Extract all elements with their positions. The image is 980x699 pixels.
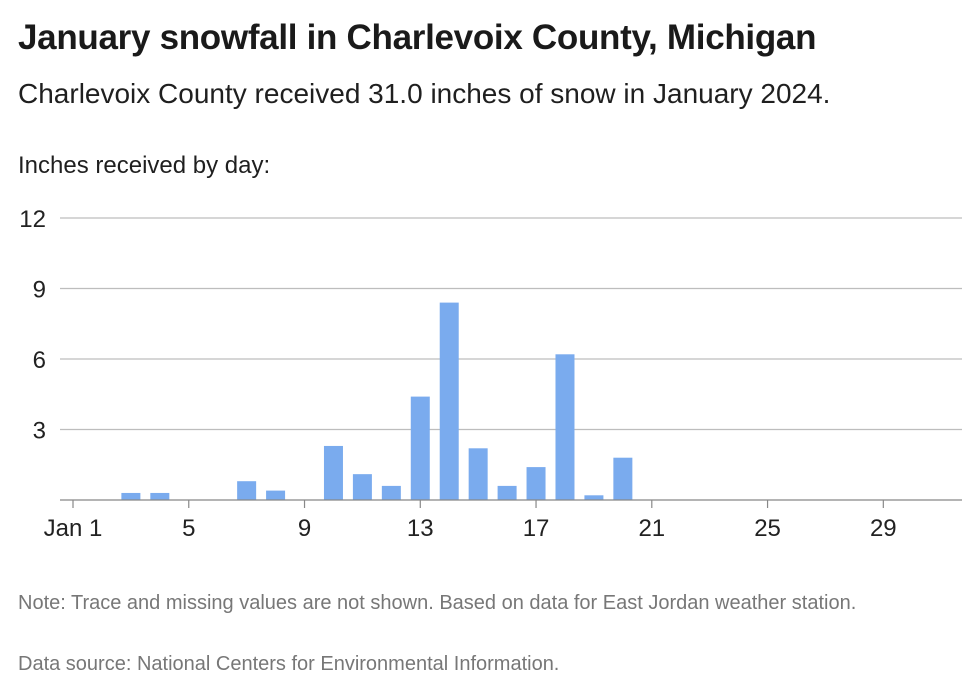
x-tick-label: 21 <box>638 515 665 542</box>
y-tick-label: 3 <box>33 418 46 445</box>
chart-note: Note: Trace and missing values are not s… <box>18 592 857 614</box>
x-tick-label: 13 <box>407 515 434 542</box>
bar-jan-8 <box>266 490 286 500</box>
chart-title: January snowfall in Charlevoix County, M… <box>18 18 817 57</box>
y-tick-label: 12 <box>19 206 46 233</box>
bar-jan-18 <box>555 354 575 500</box>
bar-jan-3 <box>121 492 141 500</box>
bar-jan-4 <box>150 492 170 500</box>
bar-jan-19 <box>584 495 604 500</box>
bar-jan-20 <box>613 457 633 500</box>
x-tick-label: 25 <box>754 515 781 542</box>
y-axis-label: Inches received by day: <box>18 152 271 179</box>
bar-chart: 3 6 9 12 Jan 1 5 9 13 17 21 25 29 <box>19 206 962 542</box>
x-tick-label: 9 <box>298 515 311 542</box>
bar-jan-7 <box>237 481 257 500</box>
bar-jan-14 <box>439 302 459 500</box>
bar-jan-12 <box>381 485 401 500</box>
x-tick-label: 29 <box>870 515 897 542</box>
bar-jan-11 <box>352 474 372 500</box>
y-tick-label: 6 <box>33 347 46 374</box>
chart-subtitle: Charlevoix County received 31.0 inches o… <box>18 78 831 109</box>
y-tick-label: 9 <box>33 277 46 304</box>
bar-jan-10 <box>323 445 343 500</box>
x-tick-label: 17 <box>523 515 550 542</box>
x-tick-label: Jan 1 <box>44 515 103 542</box>
bar-jan-13 <box>410 396 430 500</box>
bar-jan-15 <box>468 448 488 500</box>
data-source: Data source: National Centers for Enviro… <box>18 653 560 675</box>
bar-jan-17 <box>526 467 546 500</box>
x-tick-label: 5 <box>182 515 195 542</box>
bar-jan-16 <box>497 485 517 500</box>
